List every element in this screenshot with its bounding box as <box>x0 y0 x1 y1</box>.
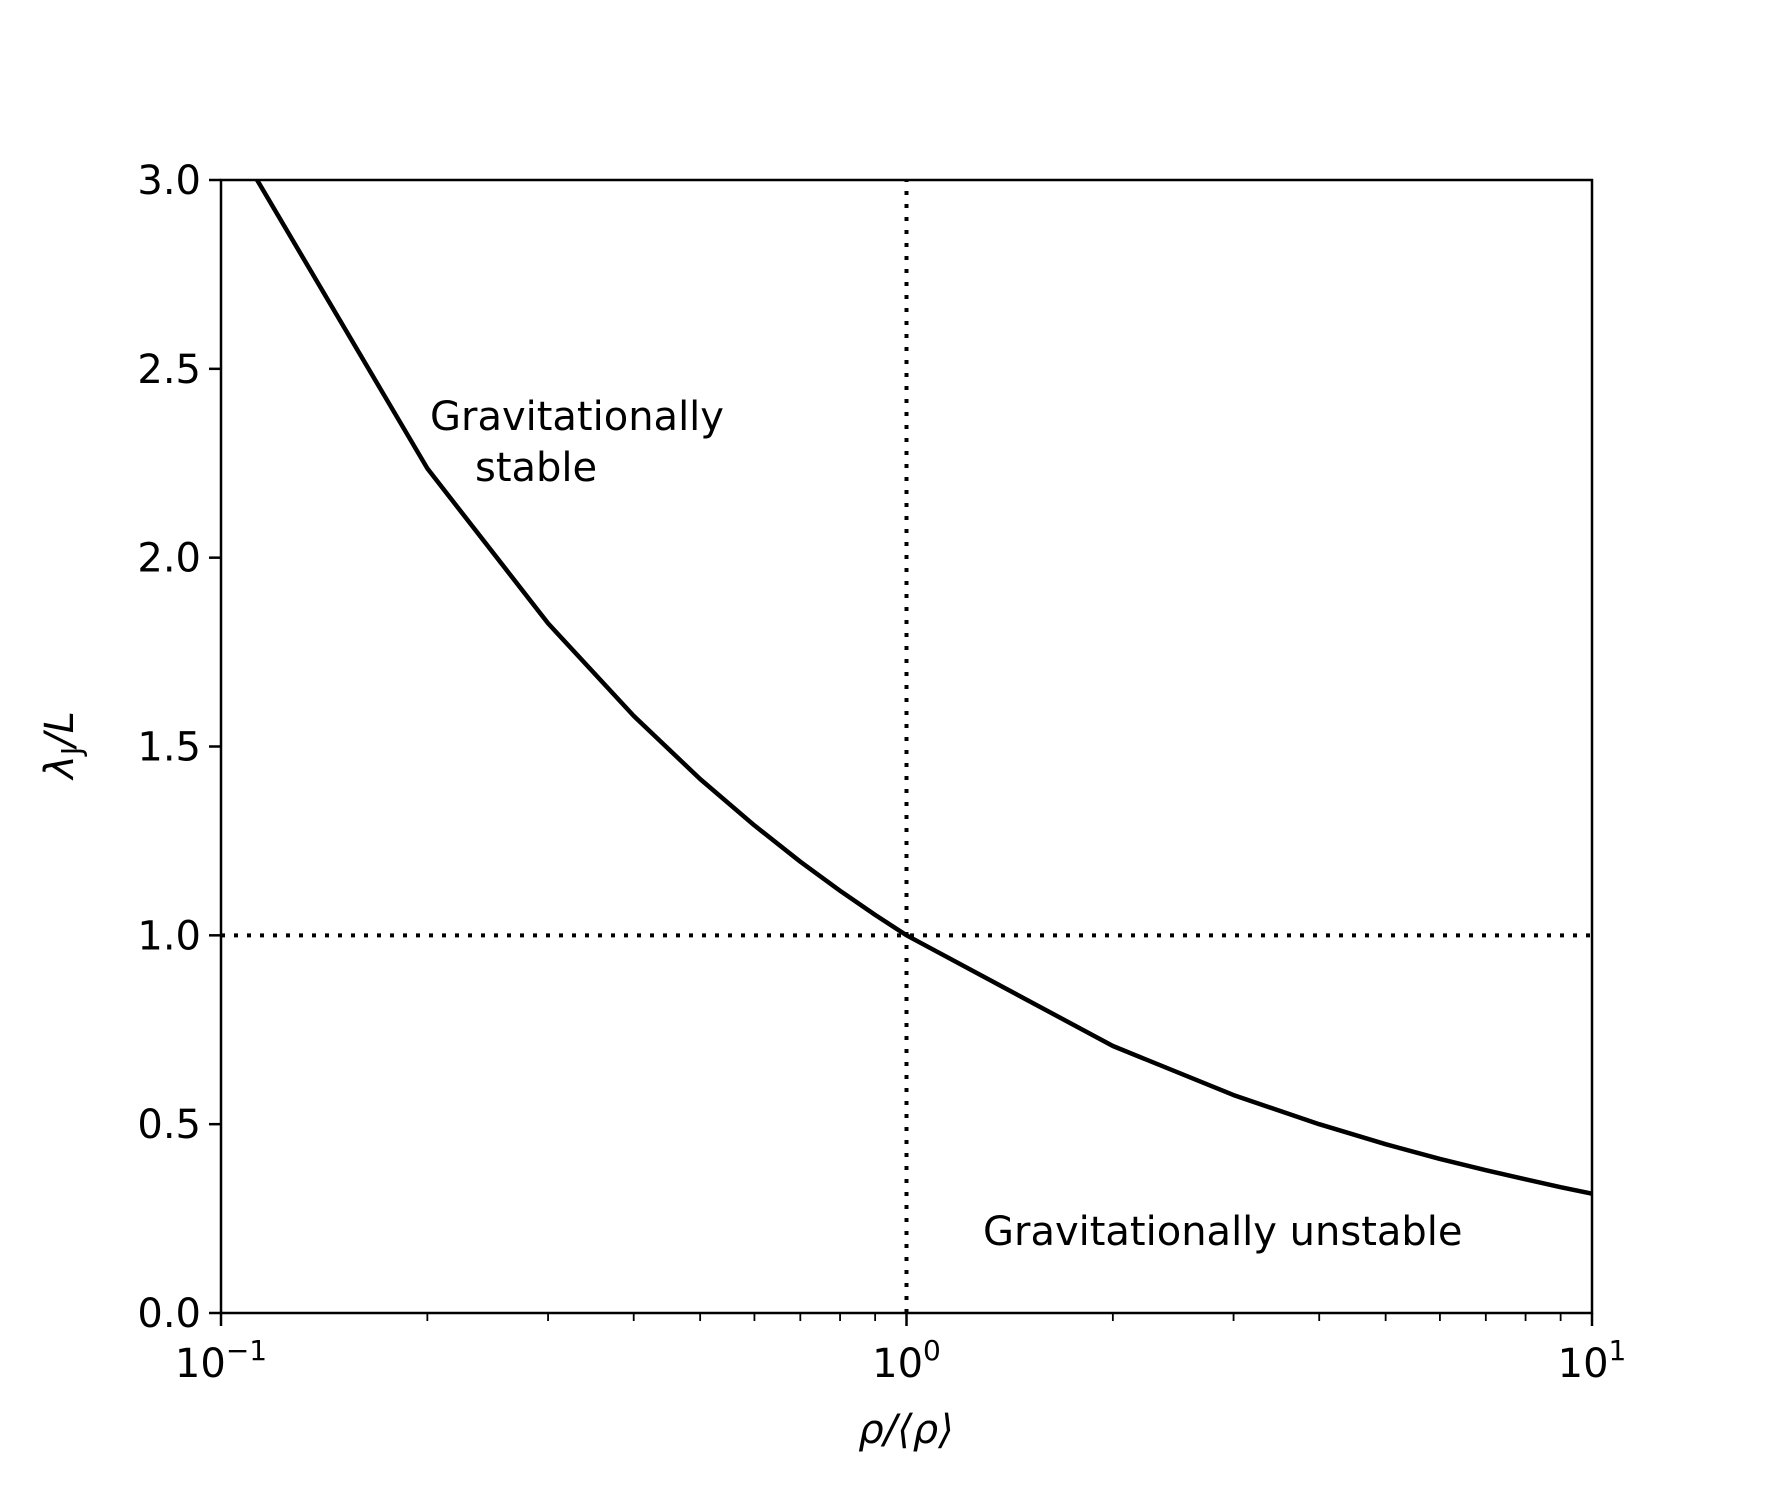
y-tick-label: 0.5 <box>137 1102 201 1148</box>
series-line <box>254 180 1592 1196</box>
y-tick-label: 2.0 <box>137 536 201 582</box>
y-tick-label: 0.0 <box>137 1291 201 1337</box>
annotation-stable-line2: stable <box>475 445 597 491</box>
y-tick-label: 1.5 <box>137 725 201 771</box>
y-tick-label: 2.5 <box>137 347 201 393</box>
annotation-stable-line1: Gravitationally <box>430 394 724 440</box>
annotation-unstable: Gravitationally unstable <box>983 1209 1463 1255</box>
data-series <box>254 180 1592 1196</box>
x-tick-label: 100 <box>872 1334 941 1387</box>
y-tick-label: 1.0 <box>137 913 201 959</box>
x-axis-label: ρ/⟨ρ⟩ <box>858 1407 953 1453</box>
y-axis: 0.0 0.5 1.0 1.5 2.0 2.5 3.0 <box>137 158 221 1337</box>
x-tick-label: 101 <box>1558 1334 1627 1387</box>
x-axis: 10−1 100 101 <box>175 1313 1626 1387</box>
y-tick-label: 3.0 <box>137 158 201 204</box>
y-axis-label: λJ/L <box>37 711 88 781</box>
x-tick-label: 10−1 <box>175 1334 267 1387</box>
